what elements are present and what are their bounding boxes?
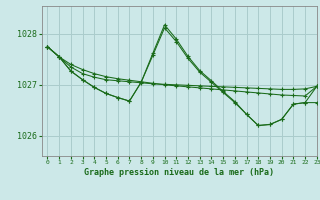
X-axis label: Graphe pression niveau de la mer (hPa): Graphe pression niveau de la mer (hPa) <box>84 168 274 177</box>
